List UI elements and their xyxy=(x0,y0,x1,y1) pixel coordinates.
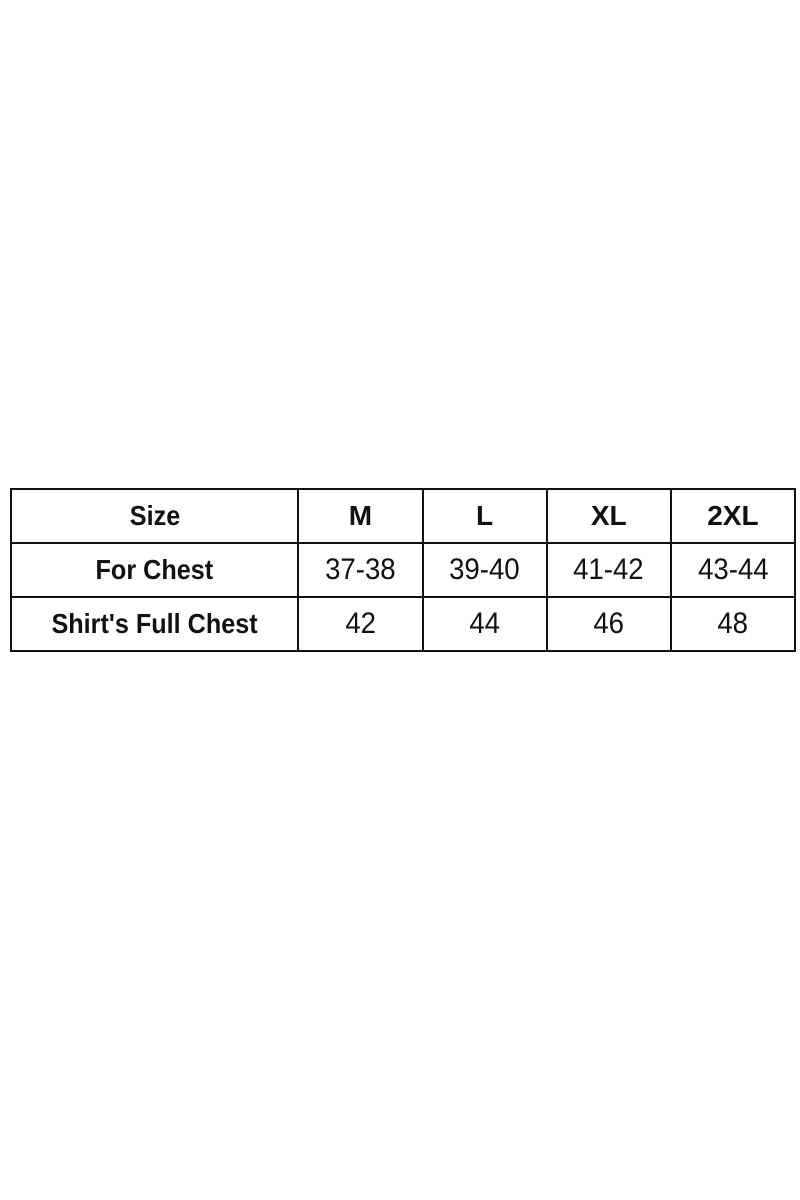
row-label-cell: Shirt's Full Chest xyxy=(9,596,300,652)
size-xl: XL xyxy=(545,488,672,544)
header-label: Size xyxy=(129,500,180,531)
table-cell: 42 xyxy=(297,596,424,652)
table-row: Shirt's Full Chest 42 44 46 48 xyxy=(9,596,797,652)
size-l: L xyxy=(421,488,548,544)
table-cell: 39-40 xyxy=(421,542,548,598)
table-cell: 46 xyxy=(545,596,672,652)
table-row: For Chest 37-38 39-40 41-42 43-44 xyxy=(9,542,797,598)
table-cell: 43-44 xyxy=(669,542,797,598)
header-label-cell: Size xyxy=(9,488,300,544)
table-cell: 41-42 xyxy=(545,542,672,598)
row-label-cell: For Chest xyxy=(9,542,300,598)
cell-value: 46 xyxy=(593,607,625,640)
cell-value: 44 xyxy=(469,607,500,640)
row-label: Shirt's Full Chest xyxy=(51,608,258,639)
table-cell: 48 xyxy=(669,596,797,652)
size-m: M xyxy=(297,488,424,544)
size-chart-table: Size M L XL 2XL For Chest 37-38 39-40 41… xyxy=(9,488,797,652)
row-label: For Chest xyxy=(95,554,214,585)
table-cell: 37-38 xyxy=(297,542,424,598)
cell-value: 41-42 xyxy=(573,553,645,586)
size-2xl: 2XL xyxy=(669,488,797,544)
cell-value: 48 xyxy=(717,607,749,640)
cell-value: 43-44 xyxy=(697,553,769,586)
header-row: Size M L XL 2XL xyxy=(9,488,797,544)
cell-value: 42 xyxy=(345,607,376,640)
table-cell: 44 xyxy=(421,596,548,652)
cell-value: 39-40 xyxy=(449,553,520,586)
cell-value: 37-38 xyxy=(325,553,396,586)
